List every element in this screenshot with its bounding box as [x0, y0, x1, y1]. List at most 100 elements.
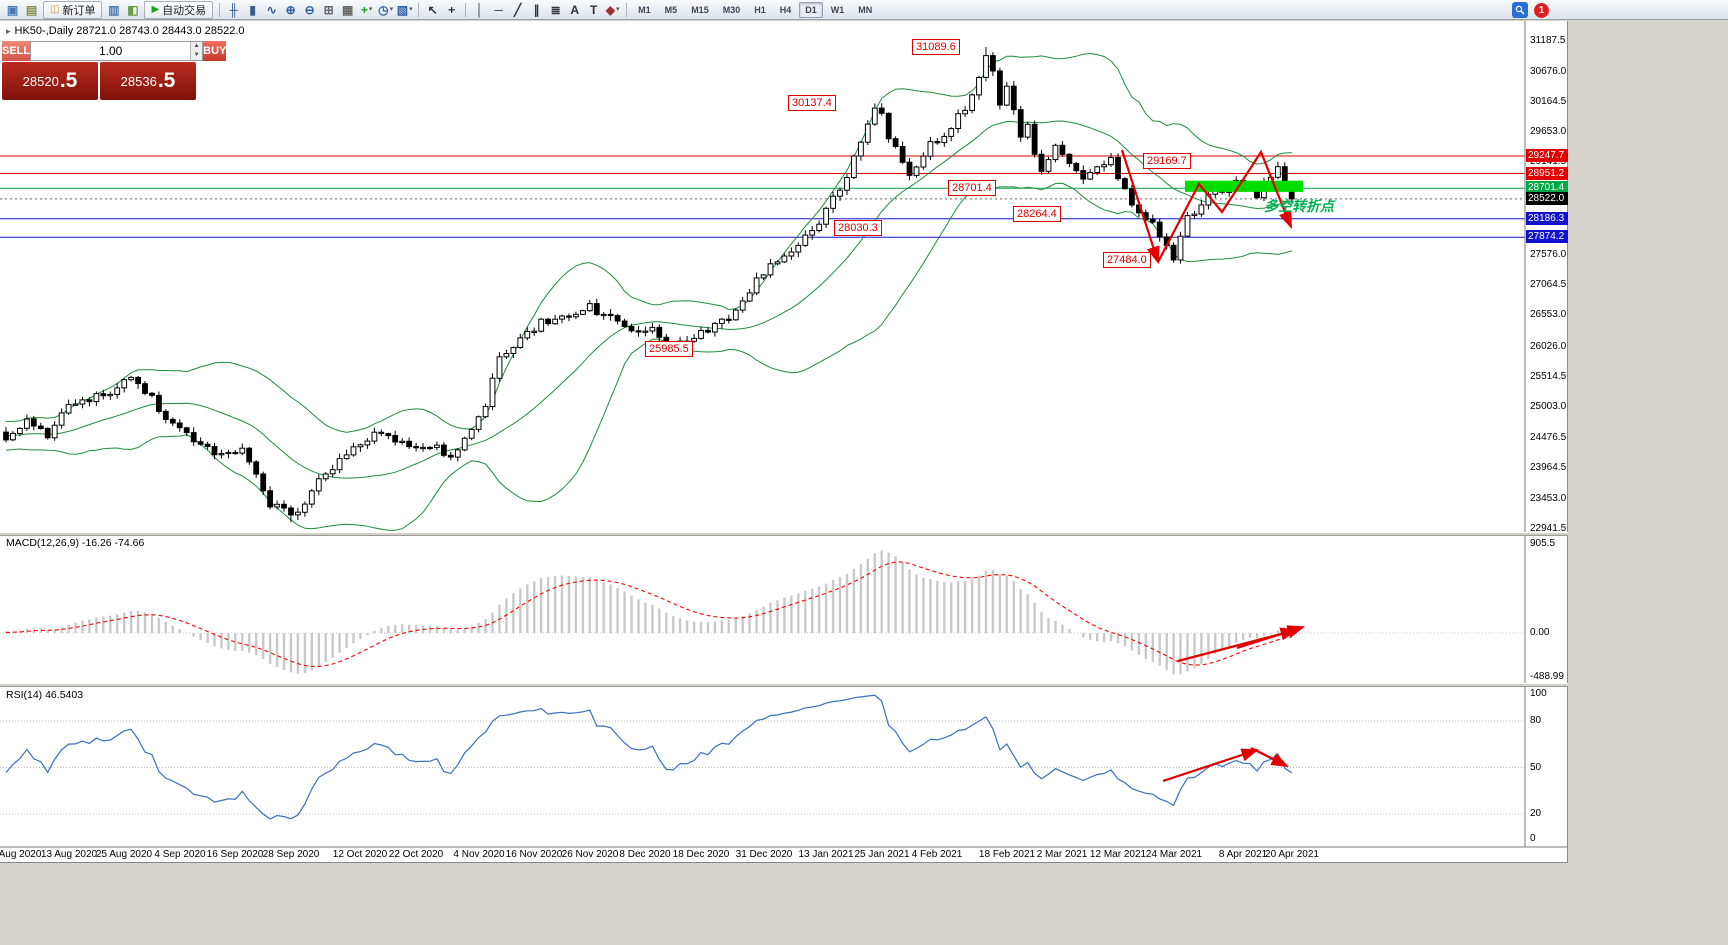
pivot-price-label[interactable]: 28264.4 [1013, 206, 1061, 222]
data-window-icon[interactable]: ◧ [123, 1, 142, 18]
text-icon[interactable]: A [565, 1, 584, 18]
periods-icon: ◷ [378, 2, 389, 17]
volume-up-button[interactable]: ▲ [191, 42, 203, 51]
price-level-badge[interactable]: 28951.2 [1526, 167, 1568, 180]
date-axis-tick: 20 Apr 2021 [1265, 849, 1319, 860]
dropdown-caret-icon[interactable]: ▾ [389, 6, 394, 13]
trendline-icon: ╱ [514, 2, 522, 17]
arrows-icon[interactable]: ◆ ▾ [603, 1, 622, 18]
line-chart-icon[interactable]: ∿ [262, 1, 281, 18]
timeframe-m15-button[interactable]: M15 [691, 4, 709, 15]
date-axis-tick: 4 Feb 2021 [911, 849, 963, 860]
date-axis-tick: 24 Mar 2021 [1145, 849, 1203, 860]
fibonacci-icon[interactable]: ≣ [546, 1, 565, 18]
toolbar-separator [418, 2, 420, 17]
text-label-icon[interactable]: T [584, 1, 603, 18]
date-axis-tick: 13 Aug 2020 [40, 849, 98, 860]
search-icon[interactable] [1512, 2, 1528, 18]
timeframe-mn-button[interactable]: MN [858, 4, 873, 15]
price-level-badge[interactable]: 28186.3 [1526, 212, 1568, 225]
timeframe-m5-button[interactable]: M5 [664, 4, 678, 15]
sell-price-button[interactable]: 28520 .5 [2, 62, 98, 100]
date-axis-tick: 22 Oct 2020 [388, 849, 444, 860]
periods-icon[interactable]: ◷ ▾ [376, 1, 395, 18]
price-axis-tick: 29653.0 [1530, 126, 1567, 137]
zoom-in-icon[interactable]: ⊕ [281, 1, 300, 18]
arrange-windows-icon[interactable]: ▦ [338, 1, 357, 18]
sell-tab[interactable]: SELL [2, 41, 31, 61]
market-depth-icon[interactable]: ▥ [104, 1, 123, 18]
notification-badge[interactable]: 1 [1534, 2, 1549, 18]
date-axis-tick: 25 Jan 2021 [854, 849, 910, 860]
vertical-line-icon[interactable]: │ [470, 1, 489, 18]
templates-icon[interactable]: ▧ ▾ [395, 1, 414, 18]
price-axis-tick: 31187.5 [1530, 35, 1566, 46]
new-chart-icon[interactable]: ▣ [3, 1, 22, 18]
price-level-badge[interactable]: 27874.2 [1526, 230, 1568, 243]
arrange-windows-icon: ▦ [341, 2, 354, 17]
crosshair-icon[interactable]: + [442, 1, 461, 18]
timeframe-d1-button[interactable]: D1 [799, 1, 823, 18]
pivot-price-label[interactable]: 25985.5 [645, 341, 693, 357]
dropdown-caret-icon[interactable]: ▾ [368, 6, 373, 13]
pivot-price-label[interactable]: 31089.6 [912, 39, 960, 55]
equidistant-channel-icon[interactable]: ∥ [527, 1, 546, 18]
fibonacci-icon: ≣ [550, 2, 561, 17]
price-axis-tick: 27064.5 [1530, 279, 1567, 290]
price-axis-tick: 27576.0 [1530, 249, 1567, 260]
trendline-icon[interactable]: ╱ [508, 1, 527, 18]
pivot-price-label[interactable]: 27484.0 [1103, 252, 1151, 268]
bar-chart-icon[interactable]: ╫ [224, 1, 243, 18]
bar-chart-icon: ╫ [229, 2, 238, 17]
zoom-out-icon[interactable]: ⊖ [300, 1, 319, 18]
price-axis-tick: 24476.5 [1530, 432, 1567, 443]
chart-ohlc-title: ▸ HK50-,Daily 28721.0 28743.0 28443.0 28… [6, 25, 245, 37]
price-level-badge[interactable]: 28701.4 [1526, 181, 1568, 194]
dropdown-caret-icon[interactable]: ▾ [616, 6, 620, 13]
buy-tab[interactable]: BUY [203, 41, 227, 61]
pivot-price-label[interactable]: 28030.3 [834, 220, 882, 236]
date-axis-tick: 31 Dec 2020 [735, 849, 793, 860]
buy-price-fraction: .5 [157, 69, 176, 92]
timeframe-m1-button[interactable]: M1 [638, 4, 651, 15]
order-icon: ◫ [50, 4, 60, 15]
pivot-price-label[interactable]: 28701.4 [948, 180, 996, 196]
autotrading-button-label: 自动交易 [162, 4, 207, 17]
pane-splitter[interactable] [0, 683, 1568, 687]
horizontal-line-icon[interactable]: ─ [489, 1, 508, 18]
volume-down-button[interactable]: ▼ [191, 51, 203, 60]
annotation-note-text[interactable]: 多空转折点 [1264, 198, 1334, 214]
timeframe-h4-button[interactable]: H4 [779, 4, 792, 15]
horizontal-line-icon: ─ [494, 2, 503, 17]
price-level-badge[interactable]: 29247.7 [1526, 149, 1568, 162]
chart-title-text: HK50-,Daily 28721.0 28743.0 28443.0 2852… [14, 25, 245, 37]
date-axis-tick: Aug 2020 [0, 849, 42, 860]
price-axis-tick: 26026.0 [1530, 341, 1567, 352]
timeframe-h1-button[interactable]: H1 [754, 4, 766, 15]
pivot-price-label[interactable]: 30137.4 [788, 95, 836, 111]
price-axis-tick: 23453.0 [1530, 493, 1567, 504]
pane-splitter[interactable] [0, 532, 1568, 536]
tile-windows-icon[interactable]: ⊞ [319, 1, 338, 18]
chart-area-background[interactable] [0, 21, 1568, 863]
new-order-button[interactable]: ◫ 新订单 [43, 0, 103, 19]
volume-input[interactable] [31, 42, 191, 60]
chart-profiles-icon[interactable]: ▤ [22, 1, 41, 18]
indicators-icon[interactable]: + ▾ [357, 1, 376, 18]
candlestick-chart-icon[interactable]: ▮ [243, 1, 262, 18]
dropdown-caret-icon[interactable]: ▾ [409, 6, 413, 13]
autotrading-button[interactable]: ▶ 自动交易 [144, 0, 214, 19]
cursor-icon[interactable]: ↖ [423, 1, 442, 18]
rsi-indicator-label: RSI(14) 46.5403 [6, 689, 84, 701]
price-axis-tick: 22941.5 [1530, 523, 1567, 534]
timeframe-m30-button[interactable]: M30 [722, 4, 741, 15]
play-icon: ▶ [151, 4, 160, 15]
new-chart-icon: ▣ [6, 2, 19, 17]
pivot-price-label[interactable]: 29169.7 [1143, 153, 1191, 169]
date-axis-tick: 13 Jan 2021 [798, 849, 854, 860]
date-axis-tick: 16 Nov 2020 [505, 849, 563, 860]
buy-price-button[interactable]: 28536 .5 [100, 62, 196, 100]
equidistant-channel-icon: ∥ [533, 2, 540, 17]
buy-price-main: 28536 [120, 73, 157, 89]
timeframe-w1-button[interactable]: W1 [830, 4, 845, 15]
